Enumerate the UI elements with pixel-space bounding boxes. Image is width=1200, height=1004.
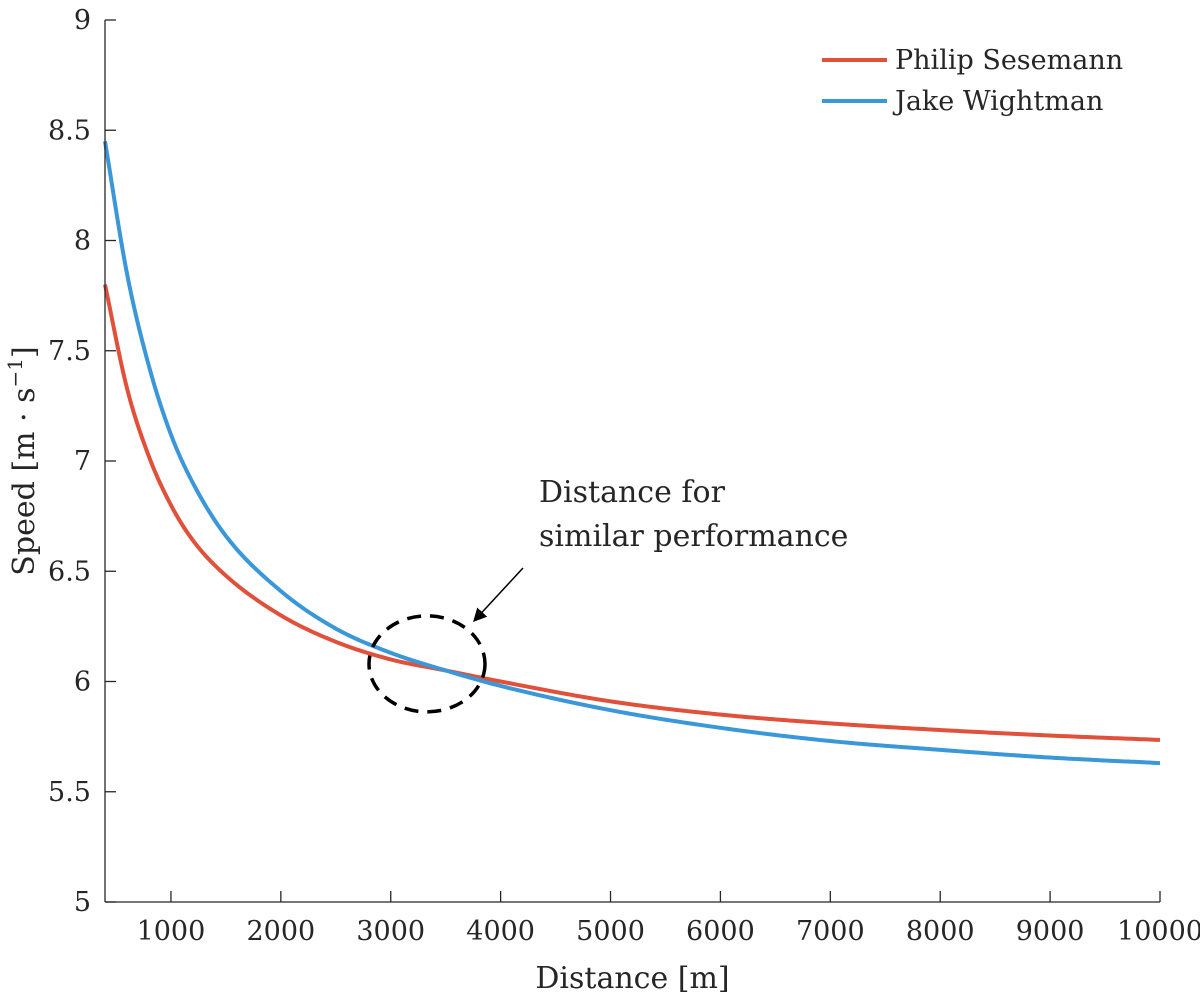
y-tick-label: 5: [74, 887, 91, 918]
x-tick-label: 1000: [137, 916, 206, 947]
x-tick-label: 5000: [576, 916, 645, 947]
series-line-1: [103, 284, 1161, 742]
x-tick-label: 4000: [466, 916, 535, 947]
annotation: Distance for similar performance: [367, 475, 848, 714]
y-tick-label: 6: [74, 667, 91, 698]
x-tick-label: 7000: [796, 916, 865, 947]
y-tick-label: 9: [74, 5, 91, 36]
x-tick-label: 10000: [1117, 916, 1200, 947]
y-axis-label-superscript: −1: [3, 358, 27, 387]
x-axis-label: Distance [m]: [535, 961, 729, 996]
x-tick-label: 6000: [686, 916, 755, 947]
legend-label-1: Philip Sesemann: [895, 45, 1123, 76]
x-tick-label: 9000: [1016, 916, 1085, 947]
y-axis-label: Speed [m · s−1]: [3, 346, 42, 575]
legend: Philip Sesemann Jake Wightman: [822, 45, 1123, 117]
annotation-arrow: [473, 567, 524, 622]
y-tick-label: 6.5: [48, 556, 91, 587]
annotation-circle: [367, 614, 487, 714]
y-axis-label-bracket: ]: [7, 346, 42, 358]
y-tick-label: 5.5: [48, 777, 91, 808]
x-tick-label: 2000: [246, 916, 315, 947]
annotation-text-line-1: Distance for: [539, 475, 726, 510]
y-axis-label-text: Speed [m · s: [7, 388, 42, 576]
legend-label-2: Jake Wightman: [892, 86, 1103, 117]
y-tick-label: 7: [74, 446, 91, 477]
x-tick-label: 3000: [356, 916, 425, 947]
annotation-text-line-2: similar performance: [539, 519, 848, 554]
series-line-2: [103, 140, 1161, 766]
y-tick-label: 8.5: [48, 115, 91, 146]
y-tick-label: 8: [74, 226, 91, 257]
x-tick-label: 8000: [906, 916, 975, 947]
y-tick-label: 7.5: [48, 336, 91, 367]
